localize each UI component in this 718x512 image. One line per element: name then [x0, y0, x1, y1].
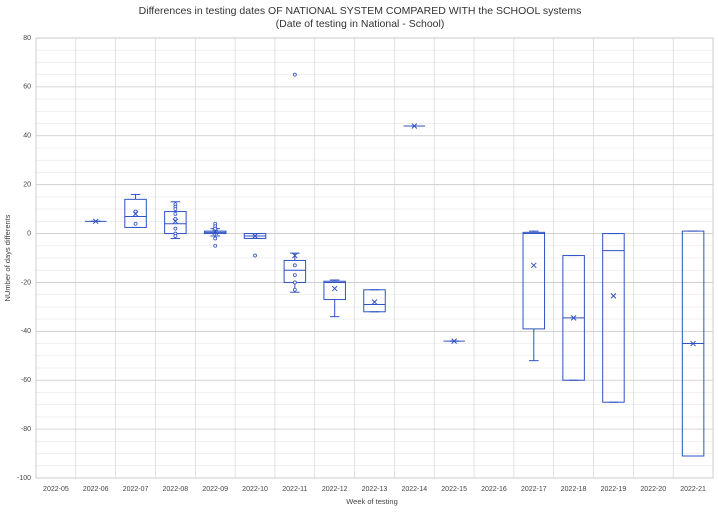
point [292, 280, 297, 285]
point [133, 209, 138, 214]
point [292, 273, 297, 278]
y-tick-label: 80 [23, 35, 31, 42]
point [213, 243, 218, 248]
box [363, 289, 386, 313]
chart-title: Differences in testing dates OF NATIONAL… [139, 5, 582, 17]
x-tick-label: 2022-07 [123, 486, 149, 493]
mean-marker [530, 262, 537, 269]
box [323, 280, 346, 301]
x-tick-label: 2022-18 [561, 486, 587, 493]
x-tick-label: 2022-09 [202, 486, 228, 493]
y-tick-label: -100 [17, 475, 31, 482]
mean-marker [610, 293, 617, 299]
x-tick-label: 2022-16 [481, 486, 507, 493]
y-tick-label: 40 [23, 133, 31, 140]
x-tick-label: 2022-12 [322, 486, 348, 493]
mean-marker [212, 229, 219, 236]
x-tick-label: 2022-14 [401, 486, 427, 493]
point [253, 253, 257, 258]
point [173, 216, 178, 221]
x-tick-label: 2022-06 [83, 486, 109, 493]
point [292, 72, 297, 77]
mean-marker [92, 218, 99, 225]
box [522, 231, 546, 330]
y-tick-label: 0 [27, 230, 31, 237]
mean-marker [411, 123, 418, 129]
mean-marker [252, 233, 258, 239]
plot-frame [35, 37, 714, 479]
x-tick-label: 2022-20 [640, 486, 666, 493]
point [173, 212, 178, 216]
x-tick-label: 2022-10 [242, 486, 268, 493]
chart-subtitle: (Date of testing in National - School) [276, 18, 445, 30]
x-tick-label: 2022-08 [163, 486, 189, 493]
x-tick-label: 2022-17 [521, 486, 547, 493]
mean-marker [331, 285, 338, 292]
x-tick-label: 2022-21 [680, 486, 706, 493]
y-axis-title: NUmber of days differents [3, 214, 12, 301]
x-tick-label: 2022-13 [362, 486, 388, 493]
mean-marker [690, 340, 696, 347]
y-tick-label: -40 [21, 328, 31, 335]
x-tick-label: 2022-19 [601, 486, 627, 493]
box [124, 198, 147, 228]
y-tick-label: -60 [21, 377, 31, 384]
point [133, 221, 138, 226]
point [213, 226, 218, 231]
box [602, 233, 625, 403]
point [173, 234, 178, 238]
y-tick-label: -20 [21, 279, 31, 286]
mean-marker [570, 315, 577, 321]
mean-marker [371, 299, 378, 305]
point [173, 226, 178, 231]
point [173, 207, 178, 212]
x-axis-title: Week of testing [346, 497, 398, 506]
x-tick-label: 2022-15 [441, 486, 467, 493]
point [213, 236, 218, 241]
y-tick-label: 60 [23, 84, 31, 91]
point [292, 263, 297, 268]
y-tick-label: -80 [21, 426, 31, 433]
x-tick-label: 2022-05 [43, 486, 69, 493]
y-tick-label: 20 [23, 182, 31, 189]
mean-marker [451, 338, 458, 344]
point [292, 287, 297, 292]
mean-marker [291, 252, 298, 259]
x-tick-label: 2022-11 [282, 486, 307, 493]
